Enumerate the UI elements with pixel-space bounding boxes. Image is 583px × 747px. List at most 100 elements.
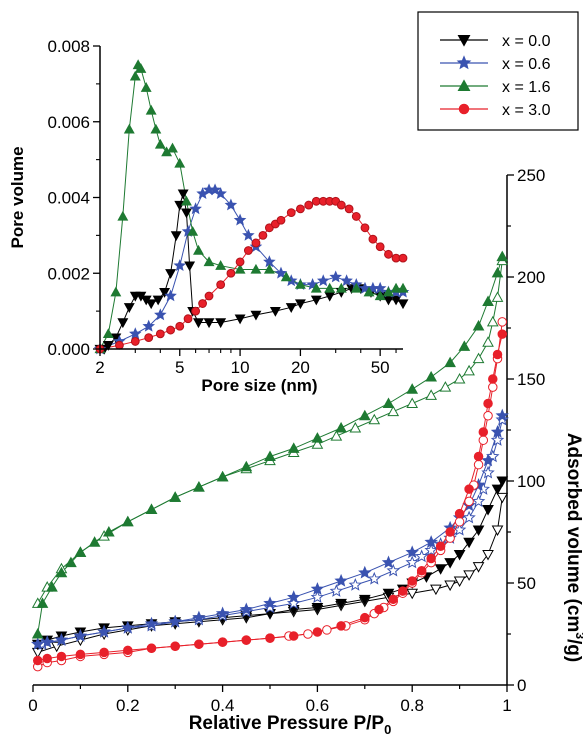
main-series-06-desorption-point [348, 577, 363, 591]
inset-series-30-point [304, 200, 314, 210]
main-series-30-adsorption-point [473, 451, 484, 462]
main-series-16-adsorption-point [193, 481, 205, 492]
main-y-tick-label: 250 [517, 166, 545, 185]
main-series-30-adsorption-point [388, 594, 398, 605]
main-series-16-adsorption-point [382, 397, 395, 408]
main-series-06-adsorption-point [239, 602, 254, 616]
main-series-30-adsorption-point [407, 576, 417, 586]
main-series-00-adsorption-line [37, 480, 503, 645]
main-series-00-desorption-line [37, 497, 503, 653]
inset-series-16-point [350, 282, 362, 293]
inset-y-tick-label: 0.004 [47, 189, 90, 208]
main-series-06-desorption-point [490, 433, 505, 446]
main-series-06-adsorption-point [192, 610, 206, 624]
legend-entry-label: x = 0.0 [502, 33, 551, 50]
main-series-06-adsorption-point [168, 614, 182, 628]
inset-x-tick-label: 5 [175, 358, 184, 377]
main-series-06-adsorption-point [31, 637, 45, 650]
main-series-16-adsorption-line [37, 256, 503, 635]
inset-y-tick-label: 0.002 [47, 264, 90, 283]
inset-series-00-point [193, 318, 204, 329]
main-series-06-adsorption-point [97, 624, 111, 638]
main-series-06-adsorption-point [405, 545, 419, 559]
inset-series-30-point [155, 329, 165, 339]
main-series-06-adsorption-point [40, 635, 54, 648]
inset-x-tick-label: 10 [231, 358, 250, 377]
inset-series-16-point [150, 123, 162, 134]
main-series-06-desorption-point [405, 555, 419, 569]
main-series-06-adsorption-point [215, 606, 230, 620]
inset-series-00-point [170, 231, 182, 242]
inset-series-30-point [198, 299, 207, 308]
inset-plot: 2 5 10 20 50 0.000 0.002 0.004 0.006 0.008 Pore si… [8, 37, 410, 395]
inset-series-30-point [243, 246, 253, 255]
main-series-30-adsorption-point [42, 653, 52, 664]
main-series-16-desorption-point [387, 405, 400, 417]
main-series-16-adsorption-point [65, 556, 77, 568]
main-series-16-adsorption-point [444, 356, 456, 368]
main-series-00-desorption-point [444, 580, 456, 592]
main-series-06-desorption-point [263, 600, 277, 614]
main-series-06-adsorption-point [144, 616, 159, 630]
main-series-16-adsorption-point [496, 250, 509, 262]
inset-series-16-point [187, 225, 199, 236]
main-series-30-desorption-point [497, 317, 508, 327]
main-y-axis-title: Adsorbed volume (cm3/g) [563, 433, 583, 662]
inset-series-16-point [310, 282, 322, 293]
main-x-tick-label: 0 [28, 696, 37, 715]
inset-x-axis-title: Pore size (nm) [201, 376, 317, 395]
main-series-00-adsorption-point [358, 594, 371, 606]
main-series-30-adsorption-point [194, 639, 204, 649]
inset-series-16-point [102, 328, 114, 339]
main-series-30-adsorption-point [217, 637, 228, 647]
inset-series-30-point [360, 223, 370, 233]
inset-series-00-point [181, 208, 192, 219]
main-series-30-adsorption-point [360, 612, 370, 623]
inset-series-06-point [274, 266, 288, 279]
main-y-tick-label: 50 [517, 574, 536, 593]
inset-series-16-point [203, 256, 215, 267]
inset-series-06-point [233, 213, 247, 226]
inset-series-06-point [164, 289, 177, 302]
main-series-30-desorption-point [464, 496, 474, 507]
main-series-06-adsorption-point [334, 573, 348, 587]
main-series-30-desorption-point [454, 517, 465, 527]
inset-series-30-point [144, 333, 154, 343]
main-series-30-adsorption-point [464, 484, 474, 494]
inset-series-06-point [242, 228, 255, 241]
main-series-30-adsorption-point [416, 566, 427, 576]
main-series-30-adsorption-point [426, 553, 436, 564]
main-series-30-adsorption-point [241, 635, 252, 645]
inset-y-tick-label: 0.000 [47, 340, 90, 359]
inset-series-16-point [174, 157, 186, 168]
main-series-00-desorption-point [496, 492, 509, 504]
main-series-30-adsorption-point [488, 374, 498, 384]
legend-box [417, 11, 579, 131]
main-series-00-desorption-point [430, 584, 442, 596]
main-series-06-desorption-point [495, 412, 509, 426]
inset-series-06-point [329, 270, 342, 283]
inset-series-16-point [263, 263, 275, 274]
inset-series-16-line [99, 63, 403, 350]
main-x-axis-title-text: Relative Pressure P/P [189, 713, 385, 734]
inset-series-16-point [324, 282, 336, 293]
inset-series-30-point [258, 230, 268, 240]
main-y-tick-label: 200 [517, 268, 545, 287]
inset-series-00-point [203, 318, 215, 329]
main-series-16-adsorption-point [425, 370, 438, 382]
inset-series-30-point [368, 234, 378, 244]
main-series-16-adsorption-point [287, 442, 300, 453]
inset-series-06-point [224, 198, 238, 211]
inset-series-16-point [110, 286, 122, 297]
main-y-tick-label: 100 [517, 472, 545, 491]
inset-series-16-point [145, 104, 157, 115]
inset-series-16-point [335, 282, 347, 293]
inset-series-16-point [193, 244, 204, 255]
inset-series-06-point [154, 308, 167, 321]
main-series-16-desorption-point [491, 291, 504, 302]
main-series-16-adsorption-point [102, 525, 115, 537]
main-series-30-desorption-point [488, 382, 498, 392]
inset-series-16-point [397, 282, 409, 293]
main-series-16-adsorption-point [31, 627, 44, 639]
main-series-06-desorption-point [367, 571, 381, 585]
